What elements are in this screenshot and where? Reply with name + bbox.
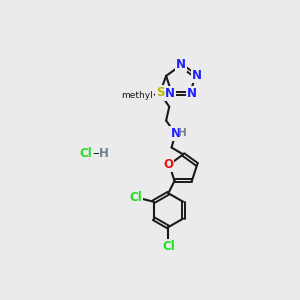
Text: methyl: methyl bbox=[122, 91, 153, 100]
Text: O: O bbox=[164, 158, 173, 171]
Text: H: H bbox=[178, 128, 187, 138]
Text: N: N bbox=[170, 127, 180, 140]
Text: N: N bbox=[192, 69, 202, 82]
Text: H: H bbox=[98, 146, 108, 160]
Text: Cl: Cl bbox=[79, 146, 92, 160]
Text: –: – bbox=[92, 146, 99, 160]
Text: N: N bbox=[165, 87, 175, 101]
Text: Cl: Cl bbox=[129, 191, 142, 204]
Text: N: N bbox=[176, 58, 186, 71]
Text: N: N bbox=[187, 87, 196, 101]
Text: Cl: Cl bbox=[162, 240, 175, 253]
Text: S: S bbox=[156, 86, 164, 99]
